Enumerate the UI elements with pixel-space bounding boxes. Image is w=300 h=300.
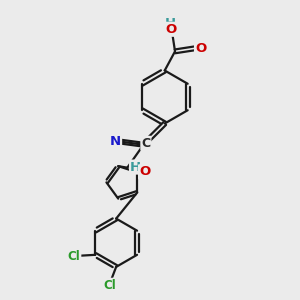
Text: H: H	[165, 17, 176, 31]
Text: C: C	[141, 137, 150, 150]
Text: O: O	[195, 42, 206, 55]
Text: N: N	[110, 135, 121, 148]
Text: Cl: Cl	[68, 250, 80, 263]
Text: H: H	[130, 160, 141, 174]
Text: O: O	[165, 23, 176, 36]
Text: Cl: Cl	[103, 279, 116, 292]
Text: O: O	[139, 165, 150, 178]
